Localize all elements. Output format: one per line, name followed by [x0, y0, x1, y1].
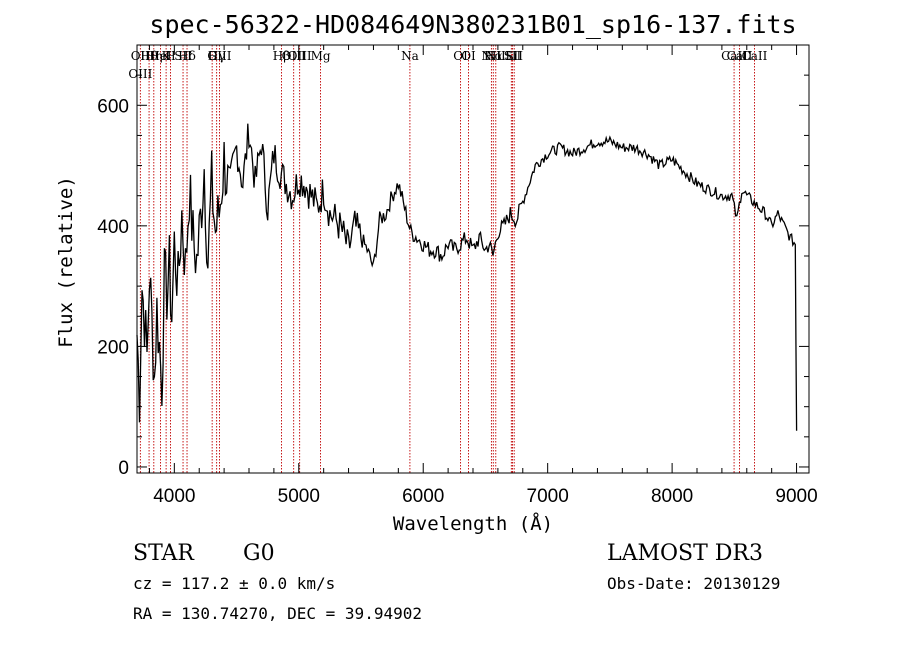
x-tick-label: 6000 — [402, 486, 444, 507]
line-label: OI — [461, 49, 476, 63]
y-tick-label: 600 — [97, 96, 129, 117]
line-label: SII — [174, 49, 192, 63]
line-label: OIII — [282, 49, 306, 63]
y-axis-label: Flux (relative) — [55, 176, 77, 348]
chart-title: spec-56322-HD084649N380231B01_sp16-137.f… — [149, 10, 796, 39]
x-axis-ticks: 4000 5000 6000 7000 8000 9000 — [148, 45, 818, 507]
y-tick-label: 200 — [97, 337, 129, 358]
line-label: HeI — [149, 49, 172, 63]
line-label: Hθ — [140, 49, 158, 63]
line-label: OIII — [207, 49, 231, 63]
line-label: CaII — [721, 49, 747, 63]
line-label: CaII — [742, 49, 768, 63]
plot-frame — [136, 44, 810, 474]
line-label: OIII — [288, 49, 312, 63]
x-axis-label: Wavelength (Å) — [393, 512, 553, 535]
line-label: Hβ — [273, 49, 290, 63]
object-subclass: G0 — [243, 541, 275, 566]
x-tick-label: 7000 — [527, 486, 569, 507]
line-label: Hη — [145, 49, 163, 63]
x-tick-label: 8000 — [651, 486, 693, 507]
line-label: SII — [505, 49, 523, 63]
line-label: OIII — [128, 67, 152, 81]
line-label: Mg — [311, 49, 331, 63]
y-tick-label: 400 — [97, 217, 129, 238]
coordinates: RA = 130.74270, DEC = 39.94902 — [133, 604, 422, 623]
line-label: NII — [486, 49, 506, 63]
x-tick-label: 5000 — [278, 486, 320, 507]
x-tick-label: 9000 — [775, 486, 817, 507]
line-label: Hγ — [208, 49, 226, 63]
line-label: SII — [504, 49, 522, 63]
line-label: OII — [131, 49, 151, 63]
line-label: K — [162, 49, 172, 63]
x-tick-label: 4000 — [153, 486, 195, 507]
line-label: G — [207, 49, 217, 63]
survey-name: LAMOST DR3 — [607, 541, 763, 566]
line-label: NII — [481, 49, 501, 63]
line-label: Na — [401, 49, 419, 63]
line-label: CaII — [727, 49, 753, 63]
line-label: H — [165, 49, 175, 63]
line-label: OI — [453, 49, 468, 63]
spectrum-series-line — [136, 123, 798, 431]
redshift-velocity: cz = 117.2 ± 0.0 km/s — [133, 574, 335, 593]
y-axis-ticks: 0 200 400 600 — [97, 44, 809, 479]
emission-line-markers — [139, 45, 755, 473]
y-tick-label: 0 — [118, 458, 129, 479]
line-label: Li — [505, 49, 517, 63]
line-label: Hα — [484, 49, 503, 63]
line-label: Hδ — [178, 49, 196, 63]
object-class: STAR — [133, 541, 195, 566]
observation-date: Obs-Date: 20130129 — [607, 574, 780, 593]
